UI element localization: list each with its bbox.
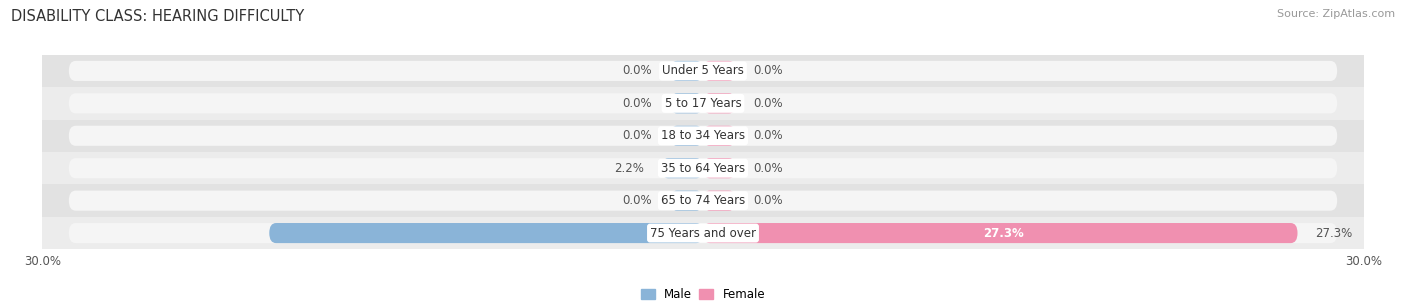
Legend: Male, Female: Male, Female bbox=[636, 283, 770, 304]
Bar bbox=[42, 119, 1364, 152]
Text: 2.2%: 2.2% bbox=[613, 162, 644, 175]
FancyBboxPatch shape bbox=[671, 61, 703, 81]
FancyBboxPatch shape bbox=[69, 61, 1337, 81]
Text: 18 to 34 Years: 18 to 34 Years bbox=[661, 129, 745, 142]
FancyBboxPatch shape bbox=[671, 191, 703, 211]
FancyBboxPatch shape bbox=[703, 61, 735, 81]
FancyBboxPatch shape bbox=[703, 126, 735, 146]
FancyBboxPatch shape bbox=[671, 93, 703, 113]
FancyBboxPatch shape bbox=[69, 126, 1337, 146]
FancyBboxPatch shape bbox=[661, 158, 703, 178]
FancyBboxPatch shape bbox=[703, 93, 735, 113]
Text: 0.0%: 0.0% bbox=[754, 97, 783, 110]
Bar bbox=[42, 55, 1364, 87]
Text: 75 Years and over: 75 Years and over bbox=[650, 226, 756, 240]
FancyBboxPatch shape bbox=[69, 191, 1337, 211]
Text: 0.0%: 0.0% bbox=[623, 129, 652, 142]
Text: 27.3%: 27.3% bbox=[1316, 226, 1353, 240]
FancyBboxPatch shape bbox=[703, 158, 735, 178]
Text: 35 to 64 Years: 35 to 64 Years bbox=[661, 162, 745, 175]
Text: Under 5 Years: Under 5 Years bbox=[662, 64, 744, 78]
FancyBboxPatch shape bbox=[69, 158, 1337, 178]
Bar bbox=[42, 217, 1364, 249]
Text: 0.0%: 0.0% bbox=[623, 194, 652, 207]
Bar bbox=[42, 152, 1364, 185]
FancyBboxPatch shape bbox=[703, 223, 1298, 243]
Text: DISABILITY CLASS: HEARING DIFFICULTY: DISABILITY CLASS: HEARING DIFFICULTY bbox=[11, 9, 305, 24]
FancyBboxPatch shape bbox=[69, 223, 1337, 243]
FancyBboxPatch shape bbox=[671, 126, 703, 146]
Text: Source: ZipAtlas.com: Source: ZipAtlas.com bbox=[1277, 9, 1395, 19]
Text: 0.0%: 0.0% bbox=[754, 64, 783, 78]
Bar bbox=[42, 87, 1364, 119]
Text: 27.3%: 27.3% bbox=[983, 226, 1024, 240]
FancyBboxPatch shape bbox=[270, 223, 703, 243]
Text: 0.0%: 0.0% bbox=[754, 194, 783, 207]
FancyBboxPatch shape bbox=[703, 191, 735, 211]
FancyBboxPatch shape bbox=[69, 93, 1337, 113]
Bar bbox=[42, 185, 1364, 217]
Text: 0.0%: 0.0% bbox=[754, 162, 783, 175]
Text: 0.0%: 0.0% bbox=[623, 64, 652, 78]
Text: 65 to 74 Years: 65 to 74 Years bbox=[661, 194, 745, 207]
Text: 0.0%: 0.0% bbox=[754, 129, 783, 142]
Text: 5 to 17 Years: 5 to 17 Years bbox=[665, 97, 741, 110]
Text: 0.0%: 0.0% bbox=[623, 97, 652, 110]
